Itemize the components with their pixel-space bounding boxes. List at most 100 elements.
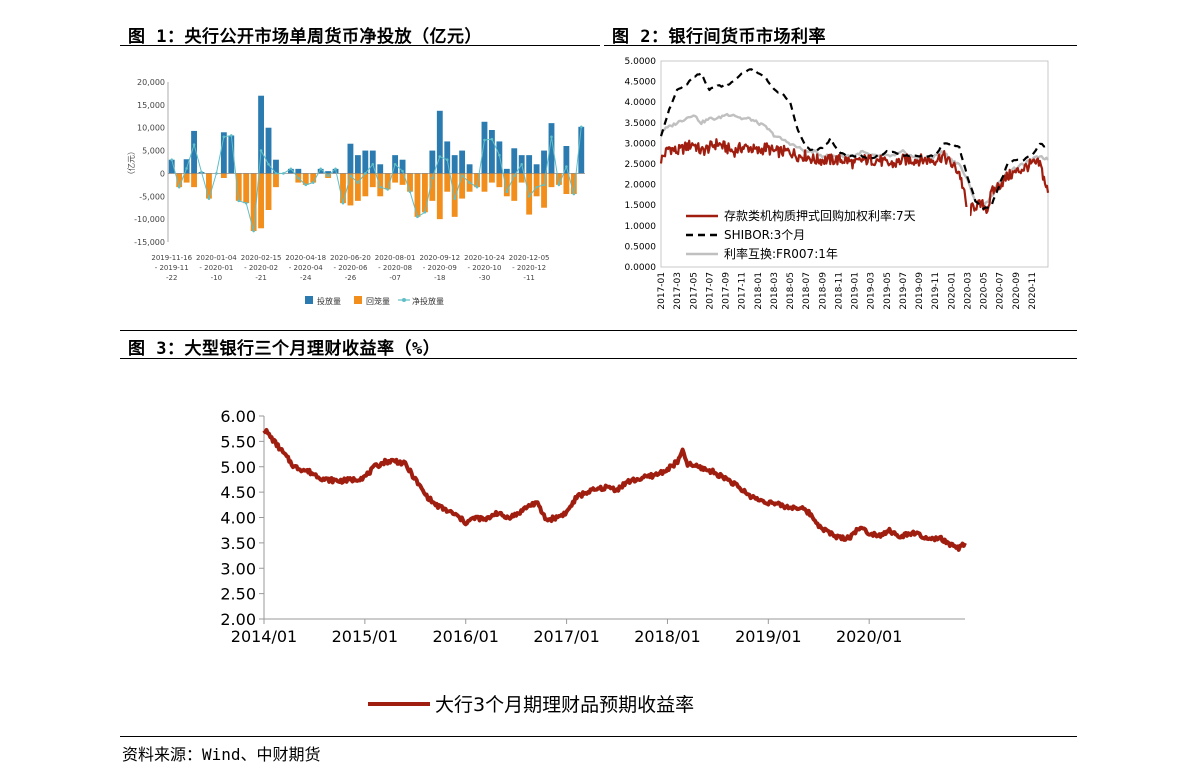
- y-tick-label: 15,000: [137, 101, 165, 110]
- bar-injection: [548, 123, 555, 174]
- bar-injection: [444, 141, 451, 174]
- repo-7d-line: [659, 138, 1050, 217]
- bar-injection: [258, 95, 265, 174]
- net-injection-point: [520, 162, 524, 166]
- wmp-yield-line: [262, 428, 967, 552]
- bar-injection: [325, 171, 332, 174]
- net-injection-point: [356, 181, 360, 184]
- net-injection-point: [579, 125, 583, 129]
- x-tick-line: -22: [166, 274, 177, 282]
- net-injection-point: [259, 149, 263, 152]
- bar-injection: [168, 159, 175, 174]
- y-tick-label: 1.0000: [625, 222, 657, 232]
- fig2-title: 图 2：银行间货币市场利率: [612, 27, 826, 47]
- x-tick-line: 2020-04-18: [285, 254, 326, 262]
- net-injection-point: [535, 185, 538, 189]
- bar-withdrawal: [273, 173, 279, 188]
- bar-withdrawal: [481, 173, 488, 192]
- fig1-chart: 20,000 15,000 10,000 5,000 0 -5,000 -10,000 -15…: [120, 50, 600, 320]
- x-tick-label: 2014/01: [231, 627, 297, 646]
- net-injection-point: [200, 170, 203, 174]
- bar-injection: [354, 155, 361, 174]
- x-tick-label: 2020-11: [1028, 272, 1038, 310]
- net-injection-point: [423, 210, 427, 214]
- bar-injection: [481, 121, 488, 174]
- x-tick-line: -18: [434, 274, 445, 282]
- bar-withdrawal: [496, 173, 503, 188]
- bar-injection: [265, 127, 272, 174]
- fig3-top-rule: [120, 330, 1077, 331]
- bar-withdrawal: [347, 173, 354, 206]
- net-injection-point: [229, 134, 233, 137]
- net-injection-point: [565, 165, 568, 168]
- x-tick-line: -11: [523, 274, 534, 282]
- fig1-title: 图 1：央行公开市场单周货币净投放（亿元）: [128, 27, 482, 47]
- bar-withdrawal: [310, 173, 317, 183]
- bar-withdrawal: [340, 173, 346, 204]
- net-injection-point: [289, 167, 293, 171]
- x-tick-label: 2020/01: [836, 627, 902, 646]
- net-injection-point: [527, 194, 531, 198]
- bar-injection: [220, 132, 227, 174]
- bar-injection: [578, 126, 585, 174]
- y-tick-label: 3.0000: [625, 139, 657, 149]
- legend-swatch: [354, 296, 362, 304]
- y-tick-label: 2.50: [220, 585, 256, 604]
- shibor-3m-line: [659, 68, 1049, 210]
- bar-withdrawal: [243, 173, 250, 204]
- bar-withdrawal: [354, 173, 361, 201]
- net-injection-point: [453, 197, 456, 200]
- y-tick-label: 2.5000: [625, 160, 657, 170]
- net-injection-point: [334, 167, 337, 171]
- y-tick-label: 20,000: [137, 78, 165, 87]
- net-injection-point: [401, 169, 404, 173]
- bar-withdrawal: [384, 173, 391, 190]
- x-tick-label: 2017-09: [722, 272, 732, 310]
- bar-injection: [183, 159, 190, 174]
- y-tick-label: 0.5000: [625, 242, 657, 252]
- net-injection-point: [460, 174, 464, 178]
- bar-withdrawal: [220, 173, 227, 178]
- y-tick-label: 5.00: [220, 458, 256, 477]
- x-tick-label: 2020-07: [996, 272, 1006, 310]
- y-tick-label: 4.0000: [625, 98, 657, 108]
- bar-withdrawal: [563, 173, 570, 194]
- bar-withdrawal: [436, 173, 443, 220]
- fig1-svg: 20,000 15,000 10,000 5,000 0 -5,000 -10,000 -15…: [126, 78, 585, 306]
- y-tick-label: 1.5000: [625, 201, 657, 211]
- legend-label: 利率互换:FR007:1年: [724, 246, 838, 261]
- bar-withdrawal: [570, 173, 577, 194]
- x-tick-label: 2015/01: [332, 627, 398, 646]
- x-tick-label: 2018-01: [754, 272, 764, 310]
- bar-withdrawal: [429, 173, 436, 201]
- net-injection-point: [177, 185, 181, 189]
- bar-withdrawal: [176, 173, 183, 188]
- x-tick-label: 2020-02-15 - 2020-02 -21: [241, 254, 282, 282]
- fig2-chart: 5.0000 4.5000 4.0000 3.5000 3.0000 2.5000 2.00…: [604, 50, 1079, 325]
- bar-injection: [347, 143, 354, 174]
- net-injection-point: [378, 185, 382, 189]
- net-injection-point: [475, 185, 479, 189]
- net-injection-point: [304, 183, 308, 187]
- y-tick-label: -10,000: [134, 215, 165, 224]
- fig3-title: 图 3：大型银行三个月理财收益率（%）: [128, 339, 441, 359]
- net-injection-point: [267, 162, 270, 166]
- x-tick-line: -07: [389, 274, 400, 282]
- source-rule: [120, 736, 1077, 737]
- bar-injection: [451, 155, 458, 174]
- net-injection-point: [222, 135, 226, 139]
- x-tick-label: 2019/01: [735, 627, 801, 646]
- bar-withdrawal: [459, 173, 466, 199]
- net-injection-point: [192, 143, 196, 146]
- bar-withdrawal: [265, 173, 272, 210]
- bar-injection: [287, 168, 294, 174]
- y-tick-label: 4.00: [220, 509, 256, 528]
- x-tick-label: 2020-09-12 - 2020-09 -18: [419, 254, 460, 282]
- x-tick-label: 2017-11: [738, 272, 748, 310]
- net-injection-point: [215, 172, 218, 175]
- net-injection-point: [408, 190, 412, 194]
- x-tick-label: 2018/01: [634, 627, 700, 646]
- bar-injection: [466, 164, 473, 174]
- x-tick-label: 2020-03: [963, 272, 973, 310]
- x-tick-line: 2020-08-01: [375, 254, 416, 262]
